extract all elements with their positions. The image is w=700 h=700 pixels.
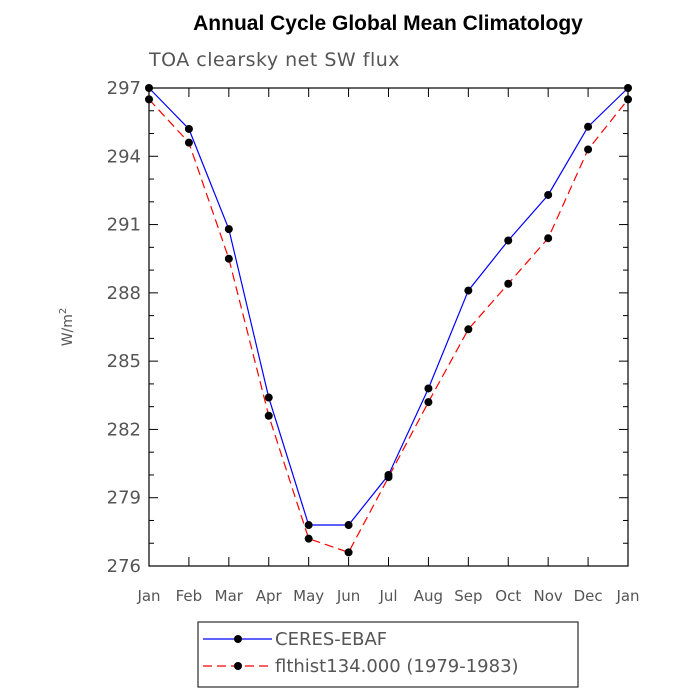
chart-title: Annual Cycle Global Mean Climatology bbox=[193, 12, 583, 35]
series-layer bbox=[145, 84, 632, 557]
y-tick-label: 279 bbox=[107, 488, 141, 509]
series-0-point bbox=[224, 225, 233, 234]
legend: CERES-EBAF flthist134.000 (1979-1983) bbox=[197, 621, 579, 688]
legend-marker-flthist bbox=[234, 662, 242, 670]
y-tick-label: 291 bbox=[107, 215, 141, 236]
series-0-point bbox=[344, 521, 353, 530]
y-tick-label: 285 bbox=[107, 351, 141, 372]
series-0-point bbox=[544, 190, 553, 199]
series-0-point bbox=[184, 124, 193, 133]
svg-text:W/m2: W/m2 bbox=[58, 308, 76, 347]
x-tick-label: Feb bbox=[176, 587, 203, 605]
y-tick-label: 294 bbox=[107, 146, 141, 167]
y-tick-label: 297 bbox=[107, 78, 141, 99]
x-tick-label: Sep bbox=[454, 587, 482, 605]
series-0-point bbox=[264, 393, 273, 402]
series-0-point bbox=[624, 84, 632, 92]
series-1-point bbox=[264, 411, 273, 420]
plot-frame bbox=[148, 87, 629, 567]
series-1-point bbox=[504, 279, 513, 288]
series-1-point bbox=[424, 398, 433, 407]
series-1-point bbox=[145, 95, 153, 104]
series-1-point bbox=[224, 254, 233, 263]
series-1-point bbox=[624, 95, 632, 104]
legend-label-ceres: CERES-EBAF bbox=[275, 629, 387, 650]
series-1-point bbox=[304, 534, 313, 543]
y-tick-label: 276 bbox=[107, 556, 141, 577]
y-axis-label-superscript: 2 bbox=[58, 308, 69, 314]
series-0-point bbox=[584, 122, 593, 131]
series-1-point bbox=[544, 234, 553, 243]
series-0-point bbox=[424, 384, 433, 393]
series-1-point bbox=[584, 145, 593, 154]
legend-label-flthist: flthist134.000 (1979-1983) bbox=[275, 656, 519, 677]
axes: 276 279 282 285 288 291 294 297 Jan Feb Mar Apr May J… bbox=[107, 78, 640, 605]
series-0-point bbox=[304, 521, 313, 530]
y-tick-label: 282 bbox=[107, 419, 141, 440]
x-tick-label: Jun bbox=[336, 587, 360, 605]
x-tick-label: Jul bbox=[378, 587, 397, 605]
series-1-point bbox=[464, 325, 473, 334]
series-line-0 bbox=[148, 87, 629, 526]
x-tick-label: Oct bbox=[495, 587, 521, 605]
chart-subtitle: TOA clearsky net SW flux bbox=[148, 49, 400, 71]
legend-marker-ceres bbox=[234, 635, 242, 643]
y-axis-label-text: W/m bbox=[60, 314, 76, 346]
x-tick-label: Nov bbox=[534, 587, 563, 605]
x-tick-label: Mar bbox=[215, 587, 244, 605]
y-tick-label: 288 bbox=[107, 283, 141, 304]
x-tick-label: Jan bbox=[136, 587, 160, 605]
x-tick-label: Dec bbox=[574, 587, 603, 605]
series-1-point bbox=[184, 138, 193, 147]
series-line-1 bbox=[148, 98, 629, 554]
x-tick-label: Jan bbox=[615, 587, 639, 605]
x-tick-label: Aug bbox=[414, 587, 443, 605]
x-tick-label: May bbox=[293, 587, 324, 605]
x-tick-label: Apr bbox=[256, 587, 283, 605]
series-1-point bbox=[344, 548, 353, 557]
y-axis-label: W/m2 bbox=[58, 308, 76, 347]
series-0-point bbox=[145, 84, 153, 92]
legend-box bbox=[197, 621, 579, 688]
series-0-point bbox=[464, 286, 473, 295]
series-0-point bbox=[384, 470, 393, 479]
series-0-point bbox=[504, 236, 513, 245]
